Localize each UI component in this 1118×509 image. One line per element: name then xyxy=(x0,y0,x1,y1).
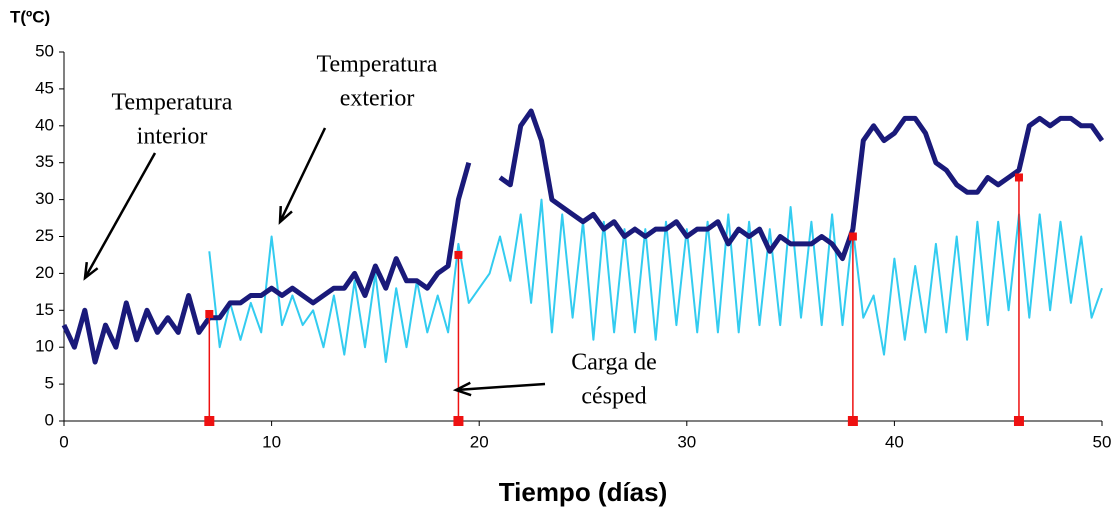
x-tick-label: 10 xyxy=(262,432,281,451)
annotation: césped xyxy=(581,384,646,410)
annotation-arrow xyxy=(278,127,327,223)
y-tick-label: 40 xyxy=(35,115,54,134)
exterior-line xyxy=(208,198,1103,363)
event-base xyxy=(1013,416,1024,426)
annotation-arrow xyxy=(455,382,546,392)
y-axis-label: T(ºC) xyxy=(10,7,50,26)
x-axis-label: Tiempo (días) xyxy=(499,477,668,507)
annotation: Temperatura xyxy=(112,90,233,116)
y-tick-label: 50 xyxy=(35,41,54,60)
y-tick-label: 45 xyxy=(35,78,54,97)
event-base xyxy=(204,416,215,426)
arrow-head xyxy=(278,205,293,225)
y-tick-label: 0 xyxy=(45,410,54,429)
event-marker xyxy=(454,250,463,259)
event-marker xyxy=(205,309,214,318)
y-tick-label: 25 xyxy=(35,226,54,245)
annotation: Temperatura xyxy=(317,52,438,78)
annotation: interior xyxy=(137,124,208,150)
x-tick-label: 20 xyxy=(470,432,489,451)
y-tick-label: 20 xyxy=(35,263,54,282)
y-tick-label: 35 xyxy=(35,152,54,171)
x-tick-label: 40 xyxy=(885,432,904,451)
event-marker xyxy=(848,232,857,241)
annotation: exterior xyxy=(340,86,415,112)
event-marker xyxy=(1014,173,1023,182)
annotation-arrow xyxy=(83,152,157,279)
event-base xyxy=(453,416,464,426)
arrow-head xyxy=(83,261,99,281)
annotation: Carga de xyxy=(571,350,657,376)
x-tick-label: 30 xyxy=(677,432,696,451)
event-base xyxy=(847,416,858,426)
x-tick-label: 0 xyxy=(59,432,68,451)
y-tick-label: 15 xyxy=(35,300,54,319)
arrow-head xyxy=(452,381,472,397)
x-tick-label: 50 xyxy=(1093,432,1112,451)
y-tick-label: 10 xyxy=(35,337,54,356)
y-tick-label: 5 xyxy=(45,374,54,393)
interior-line xyxy=(61,108,1105,365)
y-tick-label: 30 xyxy=(35,189,54,208)
